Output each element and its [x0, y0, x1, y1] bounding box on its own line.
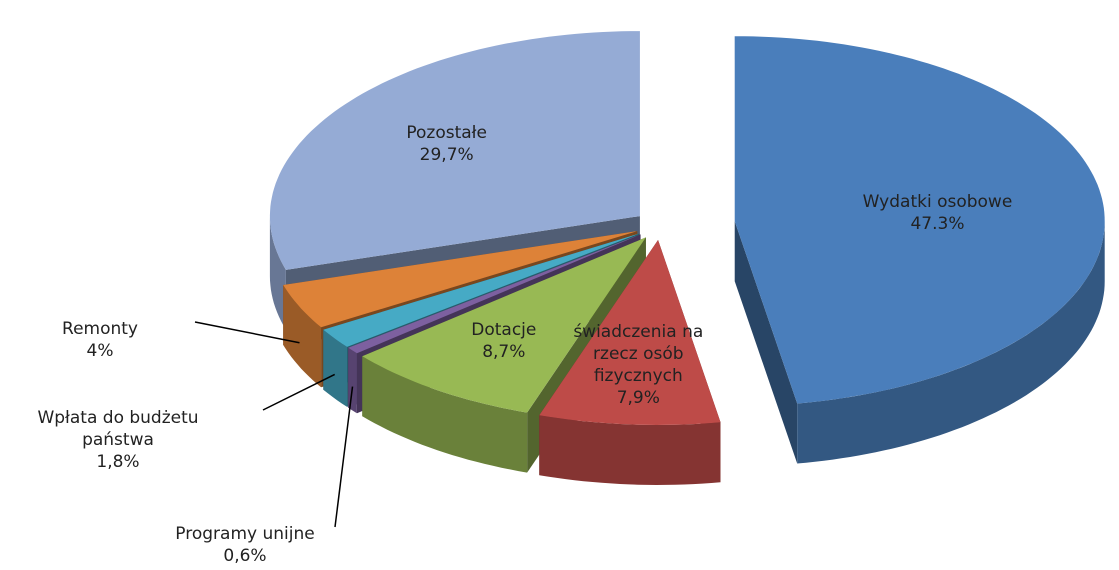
slice-category: Programy unijne	[175, 524, 315, 544]
slice-side	[734, 221, 798, 464]
slice-value-label: 0,6%	[223, 546, 267, 566]
slice	[348, 234, 641, 354]
slice	[323, 233, 640, 347]
slice-category: Remonty	[62, 319, 138, 339]
slice-label: Programy unijne 0,6%	[175, 523, 314, 567]
slice-category: Wpłata do budżetu państwa	[37, 408, 199, 450]
slice-label: Wydatki osobowe 47.3%	[863, 191, 1013, 235]
slice-category: Dotacje	[471, 320, 537, 341]
slice-side	[323, 329, 348, 407]
slice-category: Wydatki osobowe	[862, 191, 1013, 212]
slice-label: Dotacje 8,7%	[471, 319, 536, 363]
slice-value-label: 4%	[86, 341, 114, 361]
leader-line	[194, 321, 300, 344]
slice	[283, 231, 638, 328]
slice-side	[348, 347, 357, 414]
slice-side	[362, 356, 528, 473]
slice-label: Pozostałe 29,7%	[406, 122, 487, 166]
slice	[269, 31, 640, 270]
slice-value-label: 7,9%	[616, 388, 660, 409]
slice-category: świadczenia na rzecz osób fizycznych	[573, 322, 704, 387]
slice-value-label: 29,7%	[419, 145, 474, 166]
slice-label: Wpłata do budżetu państwa 1,8%	[18, 407, 218, 473]
slice	[362, 237, 646, 413]
slice-value-label: 1,8%	[96, 452, 140, 472]
slice-label: świadczenia na rzecz osób fizycznych 7,9%	[563, 321, 713, 409]
slice	[734, 36, 1105, 404]
slice-side	[283, 285, 322, 388]
leader-line	[334, 386, 354, 528]
slice-side	[539, 415, 721, 485]
slice	[539, 239, 721, 425]
slice-side	[269, 216, 286, 330]
slice-value-label: 47.3%	[910, 213, 965, 234]
slice-category: Pozostałe	[406, 123, 487, 144]
slice-side	[797, 221, 1105, 464]
leader-line	[262, 373, 336, 411]
slice-value-label: 8,7%	[482, 342, 526, 363]
slice-label: Remonty 4%	[62, 318, 138, 362]
